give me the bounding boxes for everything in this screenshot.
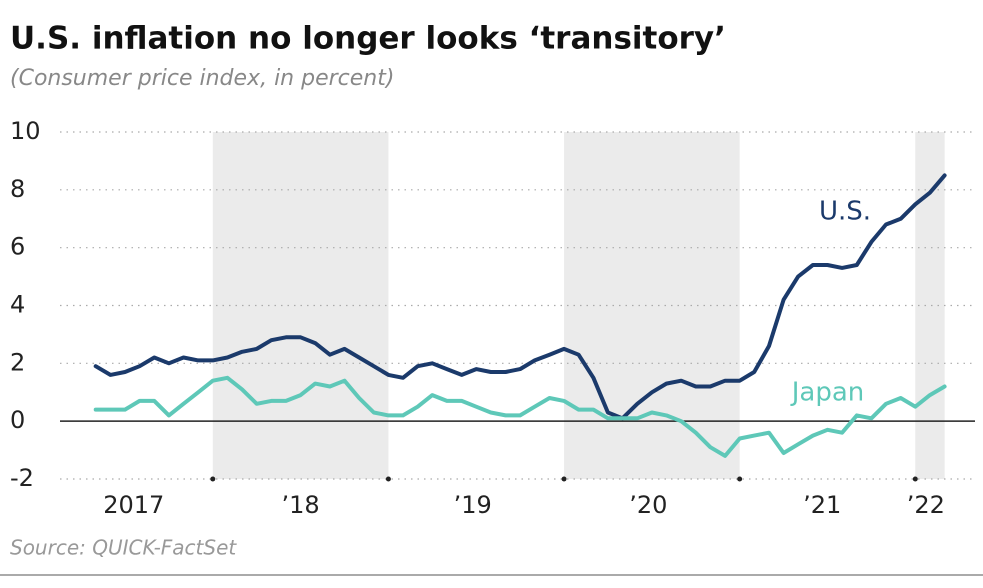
year-mark: [210, 476, 216, 482]
x-tick-label: ’18: [282, 491, 320, 519]
year-mark: [385, 476, 391, 482]
y-tick-label: 0: [10, 406, 25, 434]
shaded-band: [915, 132, 945, 479]
x-tick-label: 2017: [103, 491, 164, 519]
year-mark: [912, 476, 918, 482]
y-tick-label: -2: [10, 464, 34, 492]
x-tick-label: ’21: [803, 491, 841, 519]
source: Source: QUICK-FactSet: [10, 536, 237, 560]
y-tick-label: 8: [10, 175, 25, 203]
y-tick-label: 2: [10, 348, 25, 376]
y-tick-label: 10: [10, 117, 41, 145]
x-tick-label: ’22: [907, 491, 945, 519]
series-label: Japan: [790, 378, 865, 408]
chart-title: U.S. inflation no longer looks ‘transito…: [10, 21, 726, 57]
year-mark: [737, 476, 743, 482]
y-tick-label: 6: [10, 233, 25, 261]
series-line: [93, 375, 947, 458]
series-label: U.S.: [819, 197, 871, 227]
x-tick-label: ’20: [629, 491, 667, 519]
y-tick-label: 4: [10, 291, 25, 319]
chart-subtitle: (Consumer price index, in percent): [10, 66, 394, 91]
x-tick-label: ’19: [454, 491, 492, 519]
series-line: [93, 173, 947, 421]
year-mark: [561, 476, 567, 482]
